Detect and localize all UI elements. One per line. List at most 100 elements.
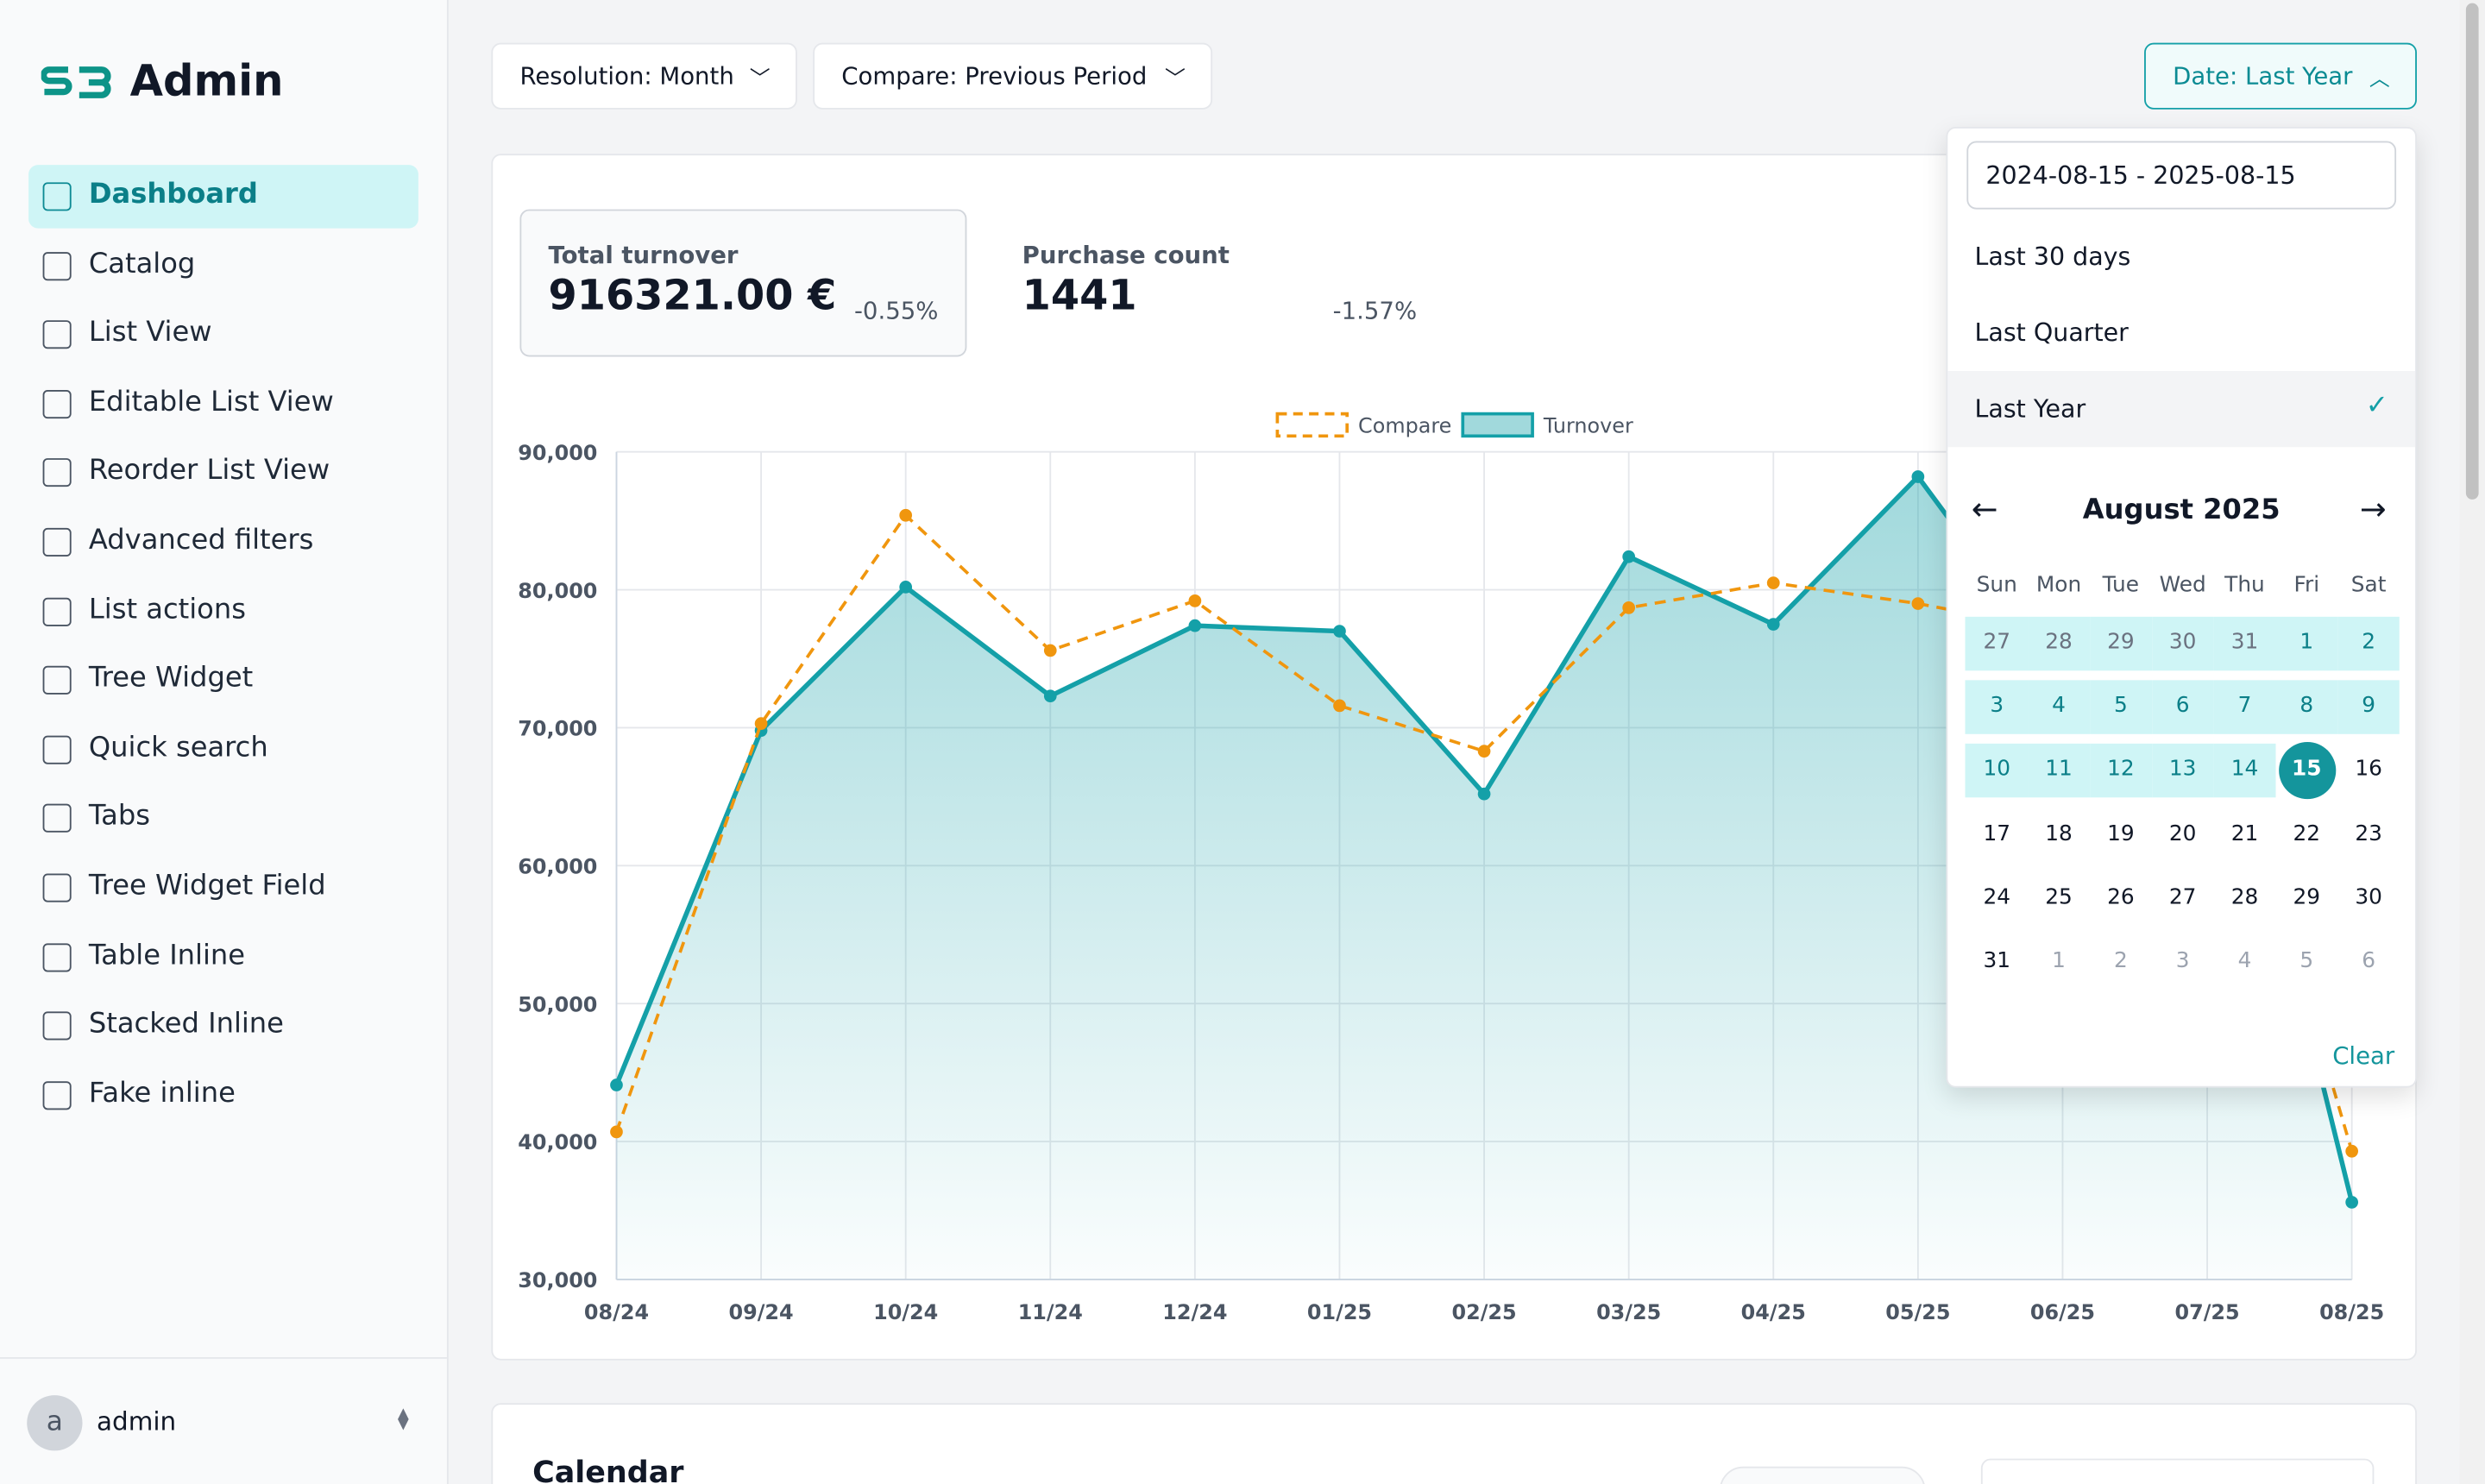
prev-month[interactable]: ← [1971,489,1998,528]
day[interactable]: 29 [2107,629,2135,655]
day[interactable]: 31 [2230,629,2259,655]
point [1622,550,1636,563]
section-title: Calendar [532,1455,684,1484]
legend-label: Turnover [1543,414,1633,438]
day[interactable]: 3 [2175,947,2190,974]
day[interactable]: 30 [2168,629,2197,655]
day[interactable]: 11 [2045,757,2073,783]
day[interactable]: 28 [2045,629,2073,655]
scrollbar-thumb[interactable] [2465,3,2479,500]
user-menu-caret[interactable]: ▲ ▼ [398,1405,409,1434]
day[interactable]: 23 [2355,821,2382,846]
user-name[interactable]: admin [97,1405,177,1437]
day[interactable]: 9 [2362,693,2376,719]
option-label: Last Year [1974,394,2086,424]
menu-label: Dashboard [88,179,258,211]
day[interactable]: 30 [2355,884,2382,910]
menu-icon [42,527,72,556]
menu-item[interactable]: Dashboard [28,165,418,229]
day[interactable]: 26 [2107,884,2135,910]
day[interactable]: 24 [1983,884,2011,910]
point [1043,644,1057,657]
avatar[interactable]: a [27,1395,83,1451]
point [1188,594,1202,607]
menu-item[interactable]: Stacked Inline [28,995,418,1059]
menu-item[interactable]: Table Inline [28,925,418,989]
day[interactable]: 29 [2293,884,2321,910]
legend-swatch [1275,412,1349,438]
day[interactable]: 14 [2230,757,2259,783]
date-option[interactable]: Last 30 days [1947,219,2415,295]
day[interactable]: 4 [2237,947,2252,974]
menu-item[interactable]: Reorder List View [28,442,418,506]
legend-label: Compare [1358,414,1451,438]
x-tick-label: 08/24 [584,1300,649,1324]
menu-item[interactable]: Tree Widget Field [28,856,418,920]
toolbar-button[interactable]: Date: Last Year ︿ [2144,42,2417,110]
range-band [2089,744,2152,799]
toolbar-button[interactable]: Compare: Previous Period ﹀ [813,42,1213,110]
day[interactable]: 7 [2237,693,2252,719]
day[interactable]: 27 [2168,884,2197,910]
day[interactable]: 6 [2175,693,2190,719]
toolbar-button[interactable]: Resolution: Month ﹀ [491,42,797,110]
menu-item[interactable]: Tree Widget [28,649,418,713]
point [1911,470,1925,483]
menu-label: Tabs [88,801,151,833]
day[interactable]: 19 [2107,821,2135,846]
date-option[interactable]: Last Quarter [1947,295,2415,371]
y-tick-label: 30,000 [518,1268,597,1292]
day[interactable]: 8 [2299,693,2314,719]
menu-item[interactable]: Fake inline [28,1064,418,1128]
date-range-input[interactable]: 2024-08-15 - 2025-08-15 [1966,141,2397,210]
day[interactable]: 17 [1983,821,2011,846]
day[interactable]: 15 [2292,757,2322,783]
menu-item[interactable]: Advanced filters [28,511,418,575]
day[interactable]: 2 [2362,629,2376,655]
day[interactable]: 1 [2299,629,2314,655]
menu-item[interactable]: List View [28,303,418,367]
date-option[interactable]: Last Year ✓ [1947,370,2416,448]
next-month[interactable]: → [2359,489,2387,528]
day[interactable]: 5 [2299,947,2314,974]
menu-item[interactable]: Editable List View [28,372,418,436]
day[interactable]: 3 [1990,693,2004,719]
day[interactable]: 21 [2230,821,2259,846]
stat-change: -0.55% [853,296,939,325]
day[interactable]: 20 [2168,821,2197,846]
day[interactable]: 27 [1983,629,2011,655]
day[interactable]: 1 [2052,947,2066,974]
weekday: Fri [2293,572,2320,598]
point [1188,619,1202,632]
range-band [1966,616,2029,671]
x-tick-label: 11/24 [1018,1300,1083,1324]
day[interactable]: 5 [2113,693,2128,719]
day[interactable]: 4 [2052,693,2066,719]
day[interactable]: 22 [2293,821,2321,846]
day[interactable]: 28 [2230,884,2259,910]
day[interactable]: 10 [1983,757,2011,783]
calendar-control[interactable] [1980,1458,2375,1484]
menu-label: Catalog [88,248,196,280]
day[interactable]: 18 [2045,821,2073,846]
day[interactable]: 25 [2045,884,2073,910]
day[interactable]: 12 [2107,757,2135,783]
day[interactable]: 6 [2362,947,2376,974]
brand: Admin [129,57,284,107]
menu-item[interactable]: Catalog [28,234,418,298]
menu-item[interactable]: Tabs [28,787,418,851]
day[interactable]: 13 [2168,757,2197,783]
sidebar [0,0,449,1484]
button-label: Resolution: Month [519,61,734,91]
stat-value: 1441 [1022,273,1137,321]
day[interactable]: 31 [1983,947,2011,974]
point [899,581,913,594]
option-label: Last Quarter [1974,318,2129,348]
day[interactable]: 16 [2355,757,2382,783]
menu-item[interactable]: List actions [28,580,418,644]
logo [41,66,111,98]
menu-item[interactable]: Quick search [28,718,418,782]
day[interactable]: 2 [2113,947,2128,974]
clear-button[interactable]: Clear [2332,1041,2395,1071]
